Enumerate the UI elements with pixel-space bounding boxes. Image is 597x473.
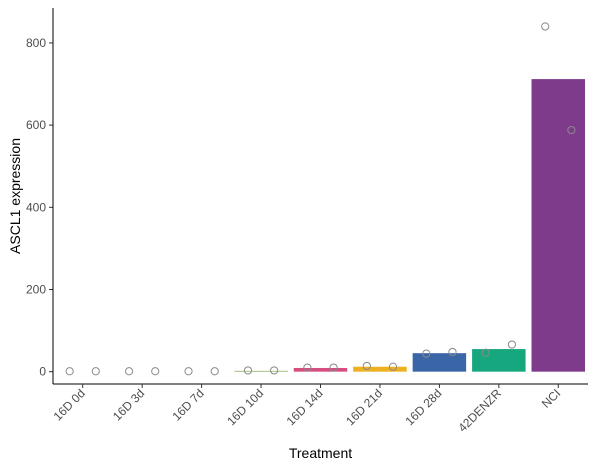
x-tick-label: 16D 3d xyxy=(110,386,147,423)
y-tick-label: 200 xyxy=(26,282,46,296)
data-point xyxy=(448,347,457,357)
data-point xyxy=(329,363,338,372)
bars xyxy=(234,79,586,372)
x-tick-label: 42DENZR xyxy=(455,386,504,435)
data-point xyxy=(541,22,550,31)
data-point xyxy=(303,363,312,372)
x-tick-label: NCI xyxy=(539,386,564,411)
data-point xyxy=(210,367,219,376)
y-tick-label: 0 xyxy=(39,365,46,379)
y-axis-title: ASCL1 expression xyxy=(7,138,23,254)
data-points xyxy=(65,22,576,376)
bar-16d-28d xyxy=(412,353,467,372)
x-tick-label: 16D 0d xyxy=(51,386,88,423)
bar-16d-21d xyxy=(353,366,407,372)
data-point xyxy=(481,348,490,357)
bar-nci xyxy=(531,79,586,372)
data-point xyxy=(184,367,193,376)
x-axis-ticks: 16D 0d 16D 3d 16D 7d 16D 10d 16D 14d 16D 21d 1… xyxy=(51,384,564,435)
y-axis-ticks: 0 200 400 600 800 xyxy=(26,36,53,379)
data-point xyxy=(422,349,431,358)
data-point xyxy=(243,366,253,375)
data-point xyxy=(362,361,371,371)
y-tick-label: 600 xyxy=(26,118,46,132)
y-tick-label: 400 xyxy=(26,200,46,214)
bar-16d-10d xyxy=(234,370,288,372)
data-point xyxy=(567,125,576,135)
y-tick-label: 800 xyxy=(26,36,46,50)
data-point xyxy=(151,367,160,376)
data-point xyxy=(270,366,279,375)
x-tick-label: 16D 28d xyxy=(403,386,445,428)
data-point xyxy=(507,340,517,349)
bar-42denzr xyxy=(472,349,526,372)
data-point xyxy=(91,367,100,376)
data-point xyxy=(124,367,134,376)
x-tick-label: 16D 10d xyxy=(224,386,266,428)
x-axis-title: Treatment xyxy=(289,445,352,461)
bar-16d-14d xyxy=(293,367,348,372)
data-point xyxy=(65,367,74,376)
x-tick-label: 16D 14d xyxy=(284,386,326,428)
data-point xyxy=(388,362,398,371)
x-tick-label: 16D 21d xyxy=(343,386,385,428)
x-tick-label: 16D 7d xyxy=(169,386,206,423)
